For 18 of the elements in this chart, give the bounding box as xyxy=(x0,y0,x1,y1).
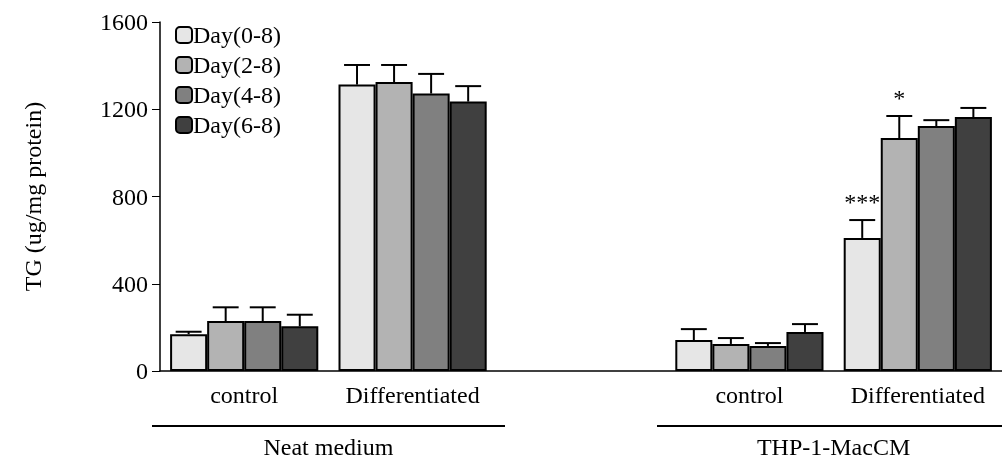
x-tick-label: control xyxy=(210,382,279,408)
text: THP-1-MacCM xyxy=(756,434,911,460)
y-tick-label: 800 xyxy=(112,183,148,210)
x-tick-label: Differentiated xyxy=(850,382,985,408)
legend-label: Day(4-8) xyxy=(193,82,281,108)
y-tick-label: 400 xyxy=(112,270,148,297)
y-tick-label: 0 xyxy=(136,358,148,384)
y-tick-label: 1200 xyxy=(100,96,148,123)
x-tick-label: control xyxy=(715,382,784,408)
legend-label: Day(6-8) xyxy=(193,112,281,138)
y-tick-label: 1600 xyxy=(100,9,148,35)
y-axis-title: TG (ug/mg protein) xyxy=(20,101,46,292)
text: Neat medium xyxy=(263,434,394,460)
annotation: * xyxy=(893,85,906,111)
legend-label: Day(0-8) xyxy=(193,22,281,48)
annotation: *** xyxy=(844,189,881,216)
x-tick-label: Differentiated xyxy=(345,382,480,408)
legend-label: Day(2-8) xyxy=(193,52,281,78)
